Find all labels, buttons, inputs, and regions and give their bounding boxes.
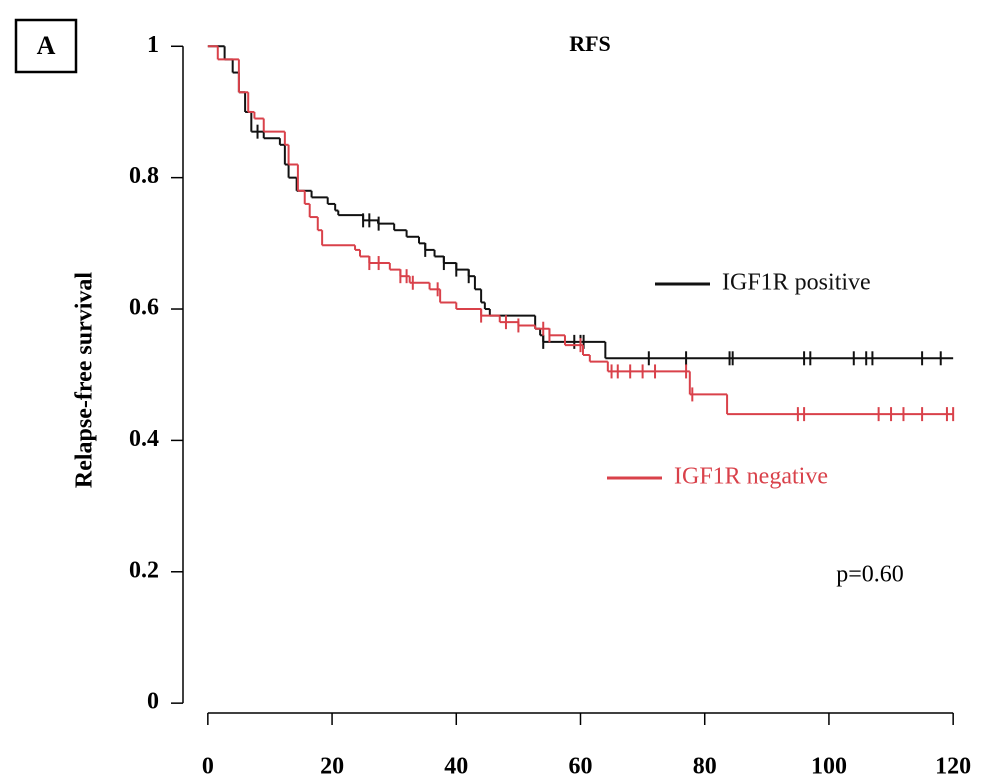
y-tick-label: 0 [147,689,159,715]
chart-title: RFS [569,31,611,56]
panel-box [14,18,78,74]
annotation: p=0.60 [836,562,904,588]
y-tick-label: 1 [147,32,159,58]
y-tick-label: 0.8 [129,163,159,189]
x-tick-label: 60 [569,754,593,780]
panel-label: A [37,31,56,60]
x-tick-label: 0 [202,754,214,780]
x-tick-label: 80 [693,754,717,780]
x-tick-label: 40 [444,754,468,780]
x-tick-label: 20 [320,754,344,780]
y-tick-label: 0.6 [129,295,159,321]
x-tick-label: 100 [811,754,847,780]
legend-label: IGF1R positive [722,270,871,296]
legend-label: IGF1R negative [674,464,828,490]
y-tick-label: 0.2 [129,557,159,583]
y-tick-label: 0.4 [129,426,159,452]
x-tick-label: 120 [935,754,971,780]
y-axis-label: Relapse-free survival [72,272,98,489]
